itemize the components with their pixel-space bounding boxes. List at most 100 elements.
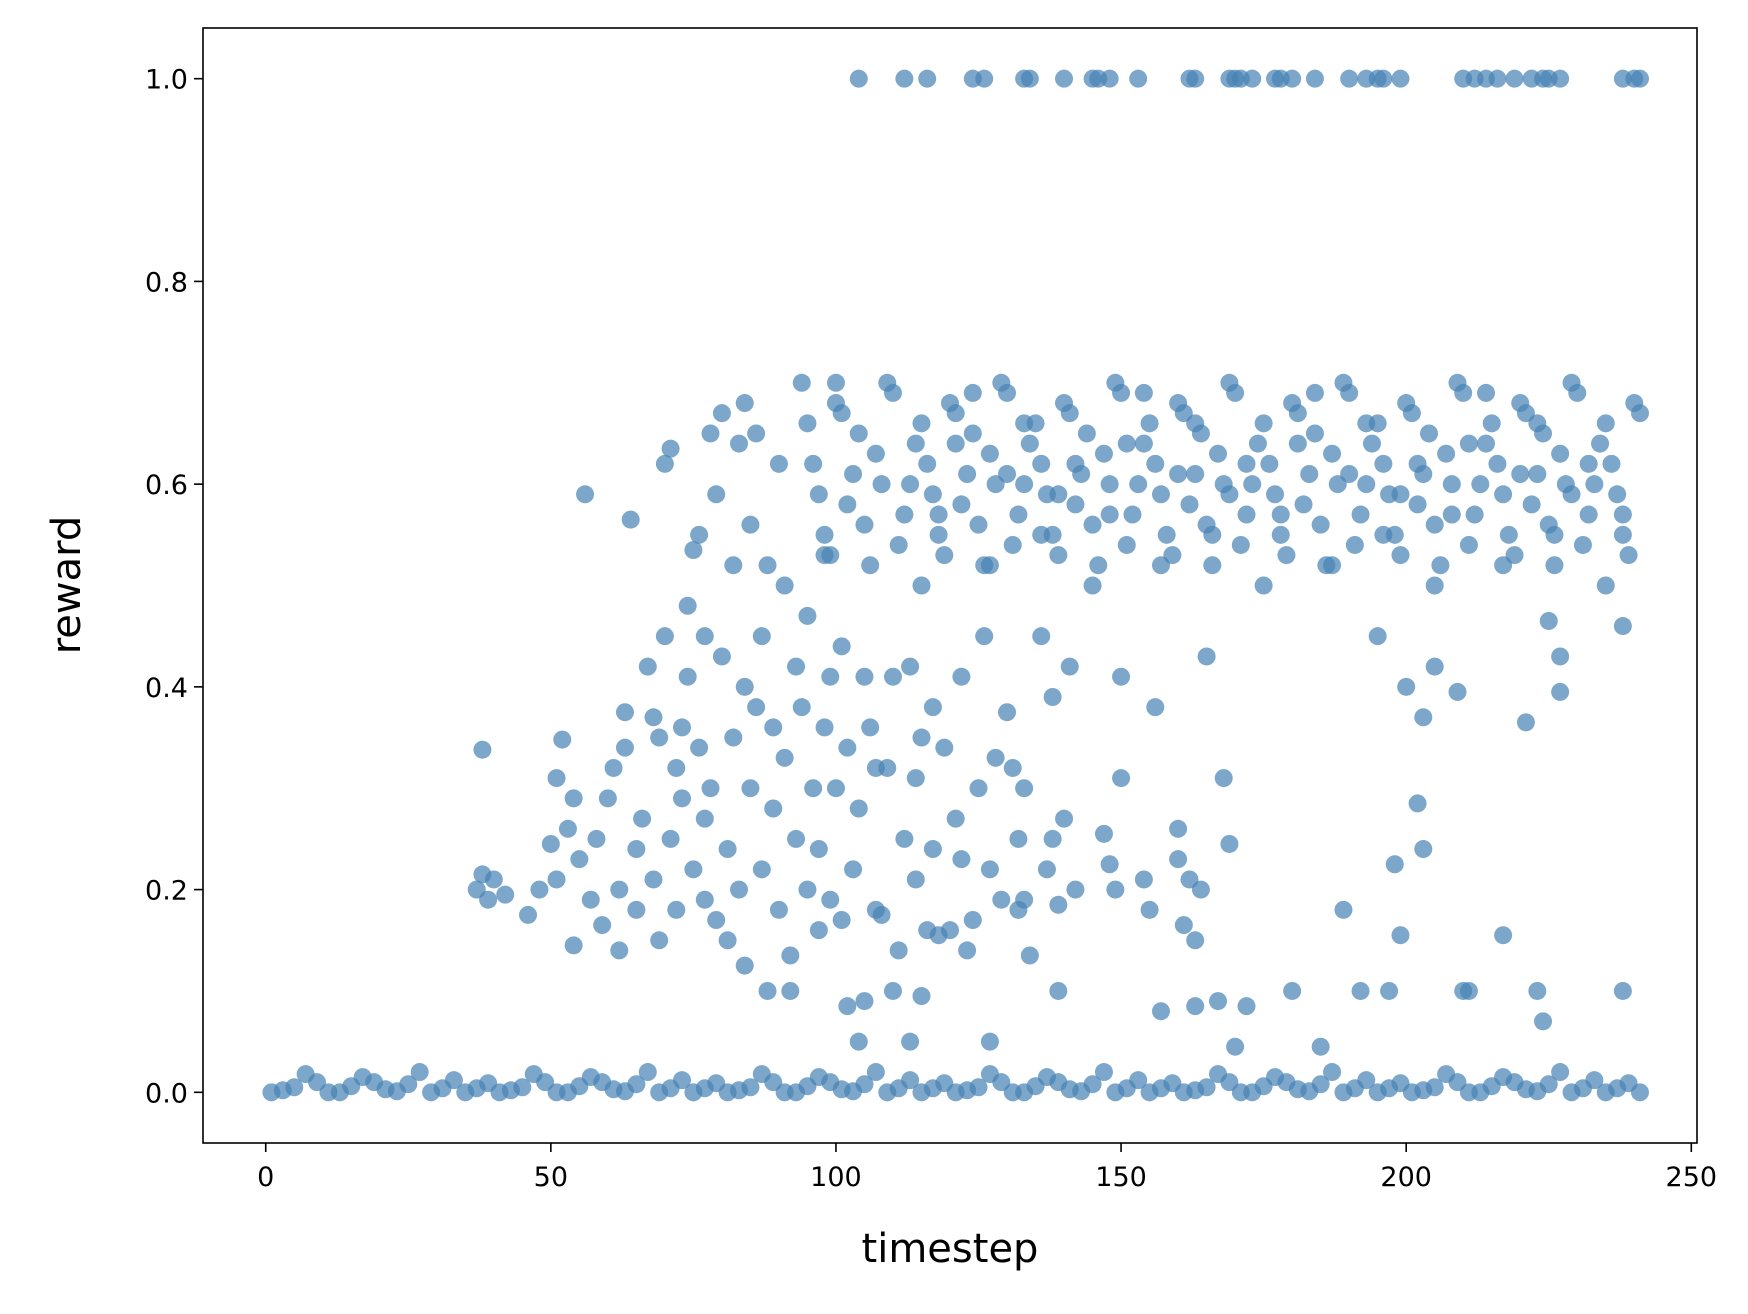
point: [1055, 809, 1074, 828]
point: [581, 890, 600, 909]
point: [501, 1081, 520, 1100]
point: [1323, 1063, 1342, 1082]
point: [958, 941, 977, 960]
point: [1437, 1065, 1456, 1084]
point: [798, 1077, 817, 1096]
point: [912, 576, 931, 595]
point: [1300, 465, 1319, 483]
point: [1020, 946, 1039, 965]
point: [1391, 1074, 1410, 1093]
point: [1209, 1065, 1228, 1084]
point: [1163, 1074, 1182, 1093]
point: [621, 510, 640, 529]
x-tick-label: 250: [1666, 1162, 1718, 1193]
point: [1374, 69, 1393, 88]
point: [1248, 434, 1267, 453]
point: [1477, 383, 1496, 402]
point: [815, 546, 834, 565]
point: [1112, 769, 1131, 788]
point: [1049, 981, 1068, 1000]
point: [1402, 404, 1421, 423]
point: [969, 779, 988, 798]
point: [963, 383, 982, 402]
point: [627, 900, 646, 919]
point: [730, 434, 749, 453]
y-tick-label: 0.6: [145, 470, 188, 501]
point: [1209, 992, 1228, 1011]
point: [1397, 677, 1416, 696]
point: [1015, 890, 1034, 909]
point: [1049, 485, 1068, 504]
point: [1186, 69, 1205, 88]
point: [1585, 475, 1604, 494]
point: [1186, 931, 1205, 950]
point: [1100, 69, 1119, 88]
point: [695, 809, 714, 828]
point: [479, 890, 498, 909]
point: [1391, 485, 1410, 504]
point: [615, 738, 634, 757]
point: [1271, 505, 1290, 524]
point: [1448, 682, 1467, 701]
point: [1231, 1083, 1250, 1102]
point: [883, 981, 902, 1000]
point: [1066, 454, 1085, 473]
point: [690, 525, 709, 544]
point: [975, 69, 994, 88]
point: [798, 606, 817, 625]
point: [433, 1079, 452, 1098]
x-axis-title: timestep: [862, 1226, 1039, 1272]
point: [1140, 414, 1159, 433]
point: [815, 718, 834, 737]
point: [1442, 475, 1461, 494]
point: [775, 576, 794, 595]
point: [787, 657, 806, 676]
point: [1117, 1079, 1136, 1098]
point: [1134, 870, 1153, 889]
point: [895, 505, 914, 524]
point: [821, 667, 840, 686]
point: [564, 789, 583, 808]
point: [1100, 855, 1119, 874]
point: [752, 860, 771, 879]
point: [1465, 505, 1484, 524]
point: [1094, 824, 1113, 843]
x-tick-label: 100: [810, 1162, 862, 1193]
point: [610, 880, 629, 899]
point: [849, 1032, 868, 1051]
point: [1231, 535, 1250, 554]
points: [262, 69, 1649, 1102]
point: [1362, 434, 1381, 453]
point: [1613, 617, 1632, 636]
point: [593, 916, 612, 935]
point: [992, 890, 1011, 909]
point: [553, 730, 572, 749]
point: [1254, 1077, 1273, 1096]
point: [1094, 444, 1113, 463]
point: [1408, 495, 1427, 514]
point: [1482, 414, 1501, 433]
point: [1305, 69, 1324, 88]
point: [1340, 465, 1359, 483]
point: [878, 373, 897, 392]
point: [832, 637, 851, 656]
point: [576, 485, 595, 504]
point: [1374, 525, 1393, 544]
point: [644, 870, 663, 889]
point: [1391, 926, 1410, 945]
point: [684, 1083, 703, 1102]
point: [655, 454, 674, 473]
point: [855, 992, 874, 1011]
point: [1539, 611, 1558, 630]
point: [473, 740, 492, 759]
point: [735, 394, 754, 413]
point: [1613, 505, 1632, 524]
point: [1009, 829, 1028, 848]
point: [1169, 819, 1188, 838]
point: [747, 424, 766, 443]
point: [821, 1073, 840, 1092]
point: [1579, 505, 1598, 524]
point: [1180, 495, 1199, 514]
point: [718, 931, 737, 950]
point: [969, 515, 988, 534]
